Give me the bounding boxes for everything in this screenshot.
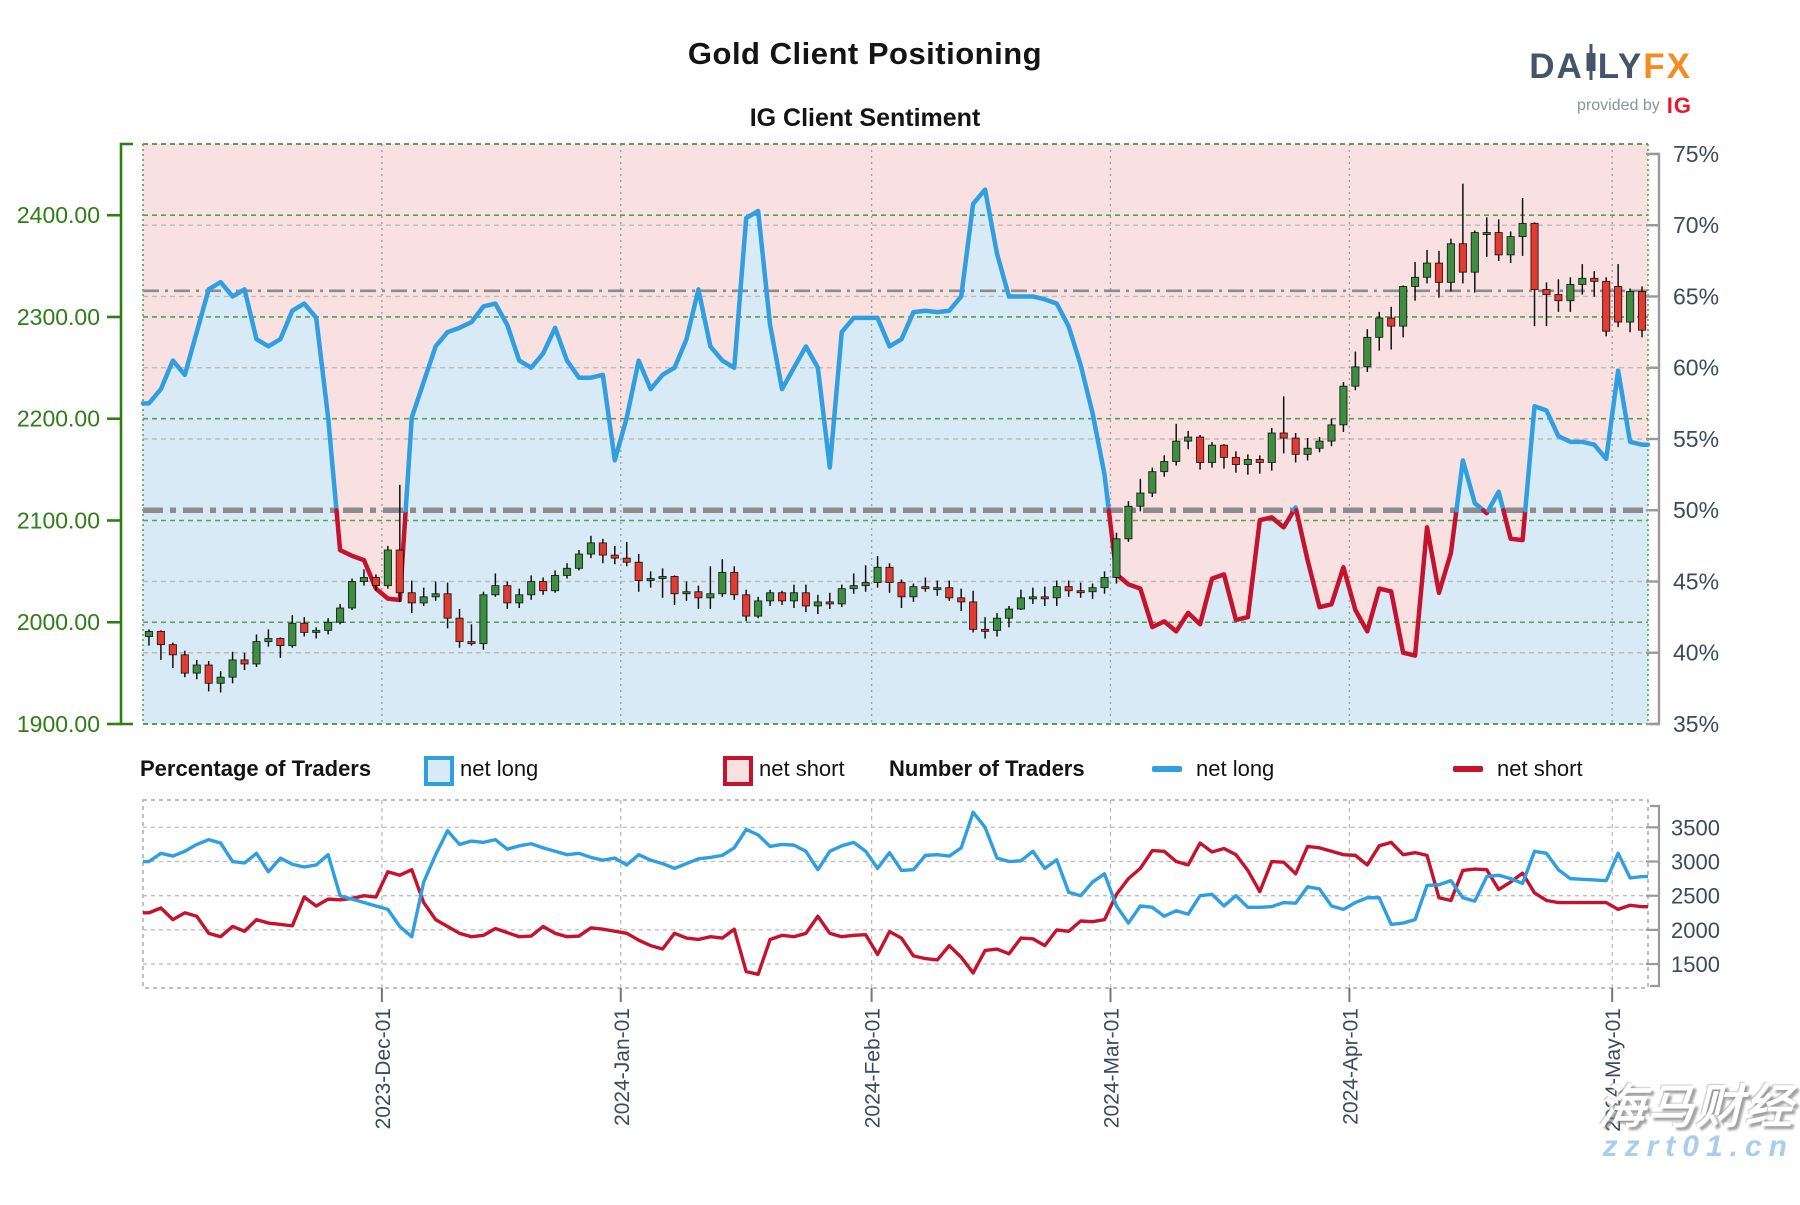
svg-text:40%: 40% xyxy=(1673,640,1719,666)
num-net-long-label: net long xyxy=(1196,756,1275,781)
dailyfx-logo: DA LY FX provided by IG xyxy=(1529,44,1692,119)
svg-text:35%: 35% xyxy=(1673,711,1719,737)
svg-text:2024-Feb-01: 2024-Feb-01 xyxy=(862,1008,885,1128)
num-net-short-label: net short xyxy=(1497,756,1583,781)
svg-text:50%: 50% xyxy=(1673,497,1719,523)
svg-text:2200.00: 2200.00 xyxy=(17,406,100,432)
svg-text:2000: 2000 xyxy=(1671,918,1720,943)
svg-text:2400.00: 2400.00 xyxy=(17,202,100,228)
svg-text:1900.00: 1900.00 xyxy=(17,711,100,737)
svg-text:2023-Dec-01: 2023-Dec-01 xyxy=(372,1008,395,1129)
watermark: 海马财经 zzrt01.cn xyxy=(1598,1082,1794,1163)
svg-text:3500: 3500 xyxy=(1671,815,1720,840)
svg-text:2300.00: 2300.00 xyxy=(17,304,100,330)
svg-text:2024-Jan-01: 2024-Jan-01 xyxy=(611,1008,634,1126)
svg-text:55%: 55% xyxy=(1673,426,1719,452)
svg-text:2500: 2500 xyxy=(1671,884,1720,909)
logo-text-ly: LY xyxy=(1597,46,1644,86)
provided-by-label: provided by xyxy=(1577,97,1660,114)
svg-text:2024-Mar-01: 2024-Mar-01 xyxy=(1101,1008,1124,1128)
pct-net-short-swatch xyxy=(723,756,753,786)
svg-text:2100.00: 2100.00 xyxy=(17,507,100,533)
svg-text:60%: 60% xyxy=(1673,355,1719,381)
svg-text:75%: 75% xyxy=(1673,141,1719,167)
dailyfx-wordmark: DA LY FX xyxy=(1529,44,1692,89)
legend-number-title: Number of Traders xyxy=(889,756,1085,781)
pct-net-long-swatch xyxy=(424,756,454,786)
svg-text:2000.00: 2000.00 xyxy=(17,609,100,635)
legend-percentage-title: Percentage of Traders xyxy=(140,756,372,781)
svg-text:1500: 1500 xyxy=(1671,952,1720,977)
svg-text:2024-Apr-01: 2024-Apr-01 xyxy=(1339,1008,1362,1125)
candlestick-icon xyxy=(1585,44,1597,89)
logo-text-fx: FX xyxy=(1643,46,1692,86)
svg-text:65%: 65% xyxy=(1673,283,1719,309)
svg-text:45%: 45% xyxy=(1673,568,1719,594)
chart-subtitle: IG Client Sentiment xyxy=(749,104,981,132)
logo-text-da: DA xyxy=(1529,46,1584,86)
watermark-brand: 海马财经 xyxy=(1598,1080,1794,1133)
num-net-short-swatch xyxy=(1453,766,1483,772)
pct-net-short-label: net short xyxy=(759,756,845,781)
num-net-long-swatch xyxy=(1152,766,1182,772)
legend: Percentage of Traders net long net short… xyxy=(0,748,1800,792)
svg-text:2024-May-01: 2024-May-01 xyxy=(1602,1008,1625,1132)
ig-logo: IG xyxy=(1666,93,1692,118)
page-title: Gold Client Positioning xyxy=(687,36,1043,71)
pct-net-long-label: net long xyxy=(460,756,539,781)
svg-text:3000: 3000 xyxy=(1671,850,1720,875)
watermark-url: zzrt01.cn xyxy=(1602,1130,1794,1164)
svg-text:70%: 70% xyxy=(1673,212,1719,238)
